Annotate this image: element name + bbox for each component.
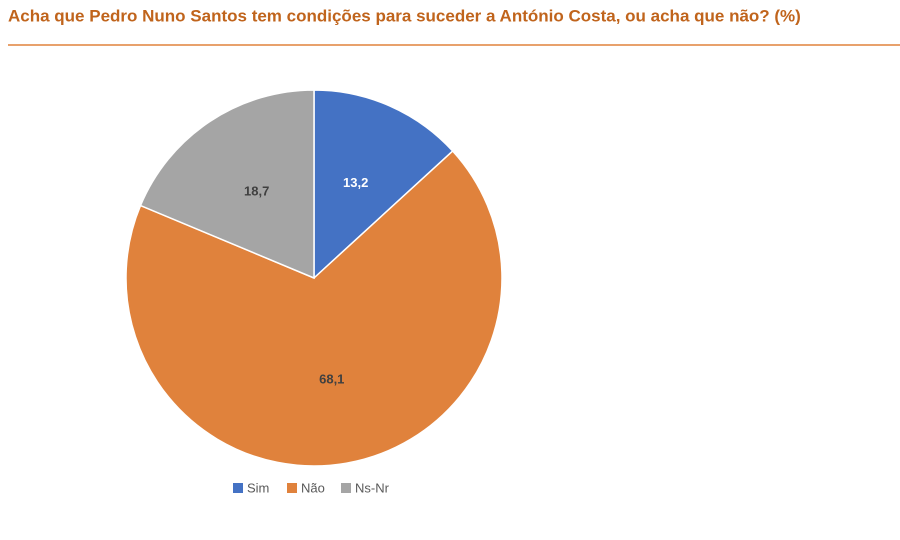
legend-swatch xyxy=(233,483,243,493)
data-label: 18,7 xyxy=(244,183,269,198)
data-label: 68,1 xyxy=(319,371,344,386)
legend-swatch xyxy=(287,483,297,493)
pie-slice xyxy=(125,149,503,467)
chart-title: Acha que Pedro Nuno Santos tem condições… xyxy=(8,6,801,25)
legend-swatch xyxy=(341,483,351,493)
pie-slice xyxy=(139,89,315,280)
legend-label: Sim xyxy=(247,480,269,495)
pie-slice xyxy=(313,89,454,280)
legend-label: Ns-Nr xyxy=(355,480,390,495)
legend-label: Não xyxy=(301,480,325,495)
data-label: 13,2 xyxy=(343,175,368,190)
